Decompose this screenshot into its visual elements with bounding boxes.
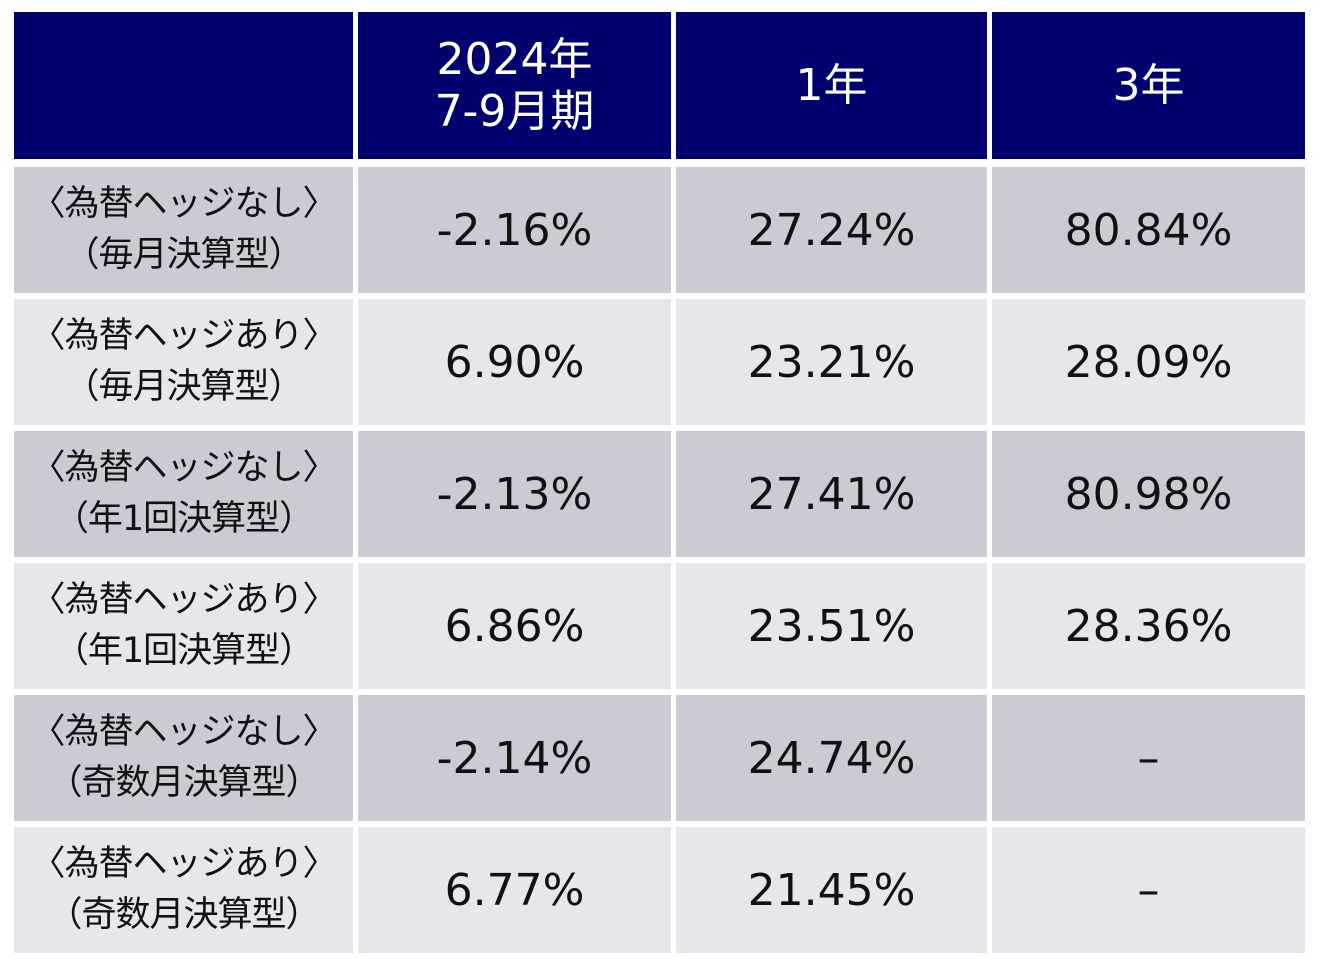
row-label-line: （毎月決算型） (64, 367, 303, 407)
value-text: -2.16% (436, 204, 593, 256)
row-label-line: （奇数月決算型） (47, 763, 320, 803)
row-label-line: 〈為替ヘッジあり〉 (30, 843, 337, 884)
value-text: 27.41% (747, 468, 916, 520)
header-label: 2024年 7-9月期 (435, 34, 595, 138)
value-cell: 23.51% (676, 563, 987, 689)
row-label-line: （年1回決算型） (53, 631, 314, 671)
value-cell: -2.14% (358, 695, 671, 821)
value-text: -2.13% (436, 468, 593, 520)
row-label: 〈為替ヘッジあり〉 （毎月決算型） (30, 311, 337, 413)
row-label-cell: 〈為替ヘッジあり〉 （年1回決算型） (14, 563, 353, 689)
row-label-line: 〈為替ヘッジあり〉 (30, 579, 337, 620)
row-label-line: 〈為替ヘッジあり〉 (30, 315, 337, 356)
row-label-cell: 〈為替ヘッジなし〉 （毎月決算型） (14, 167, 353, 293)
row-label-line: 〈為替ヘッジなし〉 (30, 711, 337, 752)
value-text: – (1137, 864, 1160, 916)
value-text: 28.36% (1064, 600, 1233, 652)
row-label: 〈為替ヘッジなし〉 （奇数月決算型） (30, 707, 337, 809)
header-label: 3年 (1113, 60, 1185, 112)
row-label-line: （年1回決算型） (53, 499, 314, 539)
header-label: 1年 (796, 60, 868, 112)
value-cell: 80.84% (992, 167, 1305, 293)
value-text: 6.90% (444, 336, 585, 388)
value-cell: 27.41% (676, 431, 987, 557)
value-text: 23.21% (747, 336, 916, 388)
row-label-cell: 〈為替ヘッジなし〉 （年1回決算型） (14, 431, 353, 557)
value-text: 28.09% (1064, 336, 1233, 388)
header-cell: 2024年 7-9月期 (358, 12, 671, 159)
row-label-cell: 〈為替ヘッジあり〉 （奇数月決算型） (14, 827, 353, 953)
value-cell: 80.98% (992, 431, 1305, 557)
returns-table: 2024年 7-9月期 1年 3年〈為替ヘッジなし〉 （毎月決算型） -2.16% 27.2… (14, 12, 1305, 953)
value-text: – (1137, 732, 1160, 784)
row-label-line: 〈為替ヘッジなし〉 (30, 183, 337, 224)
header-cell-empty (14, 12, 353, 159)
value-cell: 21.45% (676, 827, 987, 953)
value-cell: 27.24% (676, 167, 987, 293)
value-cell: – (992, 695, 1305, 821)
value-text: 27.24% (747, 204, 916, 256)
value-cell: 23.21% (676, 299, 987, 425)
header-line: 2024年 (436, 33, 593, 85)
row-label: 〈為替ヘッジあり〉 （年1回決算型） (30, 575, 337, 677)
header-line: 7-9月期 (434, 85, 595, 137)
row-label: 〈為替ヘッジあり〉 （奇数月決算型） (30, 839, 337, 941)
row-label-cell: 〈為替ヘッジあり〉 （毎月決算型） (14, 299, 353, 425)
row-label: 〈為替ヘッジなし〉 （毎月決算型） (30, 179, 337, 281)
value-cell: 28.36% (992, 563, 1305, 689)
value-cell: -2.13% (358, 431, 671, 557)
value-text: 80.84% (1064, 204, 1233, 256)
value-text: 6.86% (444, 600, 585, 652)
value-text: 23.51% (747, 600, 916, 652)
row-label-line: （毎月決算型） (64, 235, 303, 275)
row-label-cell: 〈為替ヘッジなし〉 （奇数月決算型） (14, 695, 353, 821)
value-cell: 6.86% (358, 563, 671, 689)
value-cell: -2.16% (358, 167, 671, 293)
value-text: 6.77% (444, 864, 585, 916)
row-label-line: （奇数月決算型） (47, 895, 320, 935)
value-cell: 6.77% (358, 827, 671, 953)
header-cell: 1年 (676, 12, 987, 159)
value-text: 24.74% (747, 732, 916, 784)
value-cell: 28.09% (992, 299, 1305, 425)
value-text: 80.98% (1064, 468, 1233, 520)
row-label-line: 〈為替ヘッジなし〉 (30, 447, 337, 488)
value-cell: 24.74% (676, 695, 987, 821)
header-cell: 3年 (992, 12, 1305, 159)
header-line: 3年 (1112, 59, 1185, 111)
header-line: 1年 (795, 59, 868, 111)
value-cell: – (992, 827, 1305, 953)
row-label: 〈為替ヘッジなし〉 （年1回決算型） (30, 443, 337, 545)
value-text: 21.45% (747, 864, 916, 916)
value-cell: 6.90% (358, 299, 671, 425)
value-text: -2.14% (436, 732, 593, 784)
